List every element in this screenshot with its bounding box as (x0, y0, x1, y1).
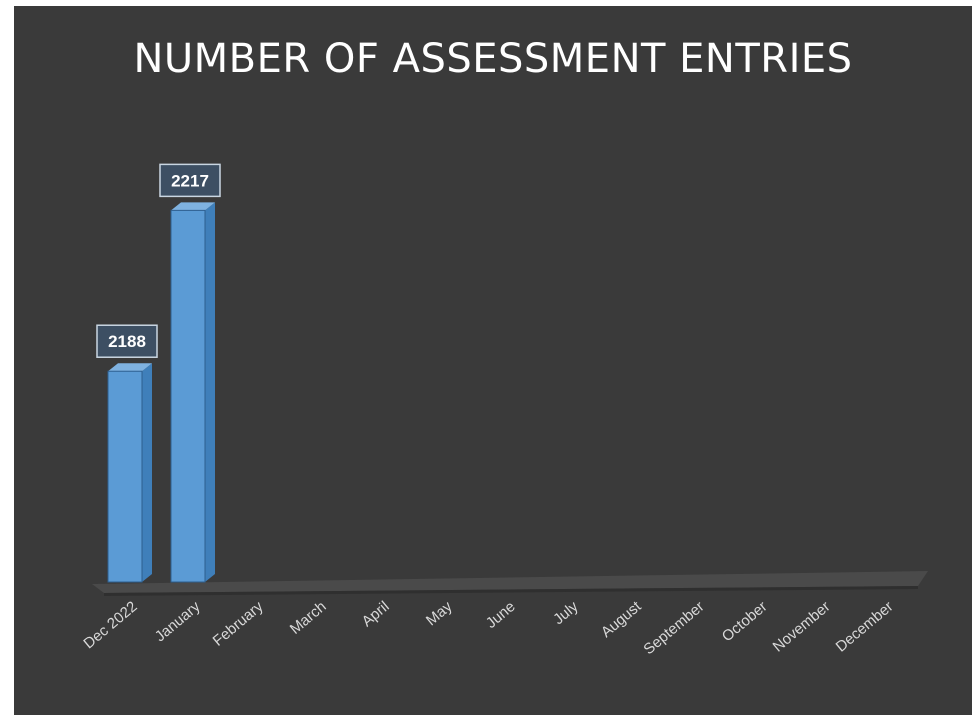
x-tick-label: March (287, 598, 330, 638)
x-tick-label: February (210, 598, 267, 650)
bar-top (108, 363, 152, 372)
x-tick-label: October (719, 598, 771, 645)
x-tick-label: December (833, 598, 897, 656)
data-label-box (159, 163, 221, 198)
data-label-box (96, 324, 158, 358)
bar (170, 209, 206, 583)
x-tick-label: July (550, 598, 582, 628)
bar-top (171, 202, 215, 211)
data-label: 2217 (171, 171, 209, 190)
chart-floor-edge (104, 586, 918, 596)
data-label: 2188 (108, 332, 146, 351)
x-tick-label: June (483, 598, 519, 632)
chart-plot-area: 2188 Dec 2022 2217 January February March Apri… (80, 163, 928, 658)
x-tick-label: November (770, 598, 834, 656)
bar-side (205, 202, 215, 582)
x-tick-label: May (423, 598, 456, 630)
x-tick-label: April (359, 598, 393, 630)
bar-side (142, 363, 152, 582)
chart-title: NUMBER OF ASSESSMENT ENTRIES (133, 36, 853, 82)
x-tick-label: September (640, 598, 707, 658)
bar (107, 370, 143, 583)
x-tick-label: Dec 2022 (80, 598, 140, 652)
x-tick-label: August (598, 598, 645, 642)
x-tick-label: January (152, 598, 204, 646)
chart-panel: NUMBER OF ASSESSMENT ENTRIES 2188 Dec 202… (14, 6, 972, 715)
chart-floor (92, 571, 928, 593)
